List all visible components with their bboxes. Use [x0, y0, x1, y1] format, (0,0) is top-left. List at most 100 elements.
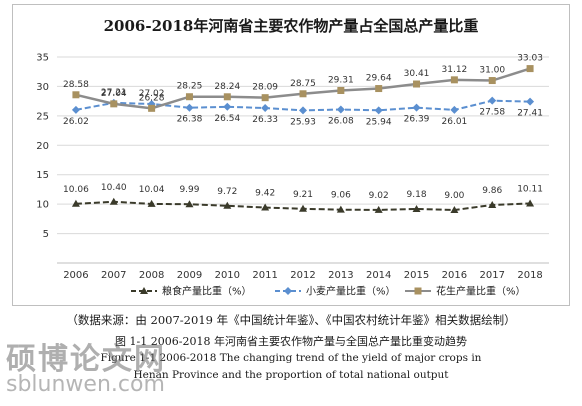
- x-tick-label: 2012: [290, 270, 315, 281]
- data-point-series-3: [299, 90, 307, 98]
- x-tick-label: 2017: [480, 270, 505, 281]
- data-point-series-1: [261, 203, 270, 211]
- data-label-wheat: 27.58: [479, 108, 505, 118]
- data-label-peanut: 31.12: [442, 65, 468, 75]
- data-point-series-3: [375, 85, 383, 93]
- legend-label-1: 粮食产量比重（%）: [162, 285, 252, 298]
- data-point-series-3: [261, 94, 269, 102]
- watermark-url: sblunwen.com: [6, 372, 165, 397]
- data-point-series-1: [109, 197, 118, 205]
- data-label-peanut: 28.75: [290, 79, 316, 89]
- data-label-peanut: 27.04: [101, 89, 127, 99]
- x-tick-label: 2006: [63, 270, 88, 281]
- data-label-wheat: 26.08: [328, 117, 354, 127]
- x-tick-label: 2007: [101, 270, 126, 281]
- data-label-grain: 9.02: [369, 191, 389, 201]
- data-point-series-1: [526, 199, 535, 207]
- data-point-series-2: [450, 105, 459, 114]
- x-tick-label: 2009: [177, 270, 202, 281]
- data-point-series-3: [337, 86, 345, 94]
- data-point-series-1: [299, 204, 307, 212]
- y-tick-label: 30: [36, 82, 49, 93]
- data-label-grain: 10.06: [63, 185, 89, 195]
- x-tick-label: 2011: [252, 270, 277, 281]
- legend-label-2: 小麦产量比重（%）: [306, 285, 396, 298]
- data-label-peanut: 28.25: [177, 82, 203, 92]
- data-label-peanut: 28.09: [252, 83, 278, 93]
- x-tick-label: 2018: [517, 270, 542, 281]
- data-label-grain: 9.72: [217, 187, 237, 197]
- chart-title: 2006-2018年河南省主要农作物产量占全国总产量比重: [104, 17, 479, 35]
- data-label-grain: 9.86: [482, 186, 502, 196]
- data-label-grain: 9.00: [444, 191, 464, 201]
- data-point-series-2: [412, 103, 421, 112]
- data-label-peanut: 29.64: [366, 74, 392, 84]
- data-point-series-2: [488, 96, 497, 105]
- data-point-series-1: [412, 204, 421, 212]
- data-label-grain: 9.21: [293, 190, 313, 200]
- data-label-grain: 9.42: [255, 189, 275, 199]
- y-tick-label: 15: [36, 170, 49, 181]
- data-label-peanut: 29.31: [328, 75, 354, 85]
- legend-marker-3: [414, 287, 422, 295]
- data-label-peanut: 31.00: [479, 66, 505, 76]
- data-source-note: （数据来源：由 2007-2019 年《中国统计年鉴》、《中国农村统计年鉴》相关…: [66, 313, 516, 327]
- data-label-peanut: 28.24: [214, 82, 240, 92]
- data-point-series-1: [336, 205, 345, 213]
- data-label-wheat: 27.21: [101, 88, 127, 98]
- data-label-wheat: 25.94: [366, 117, 392, 127]
- data-point-series-3: [450, 76, 458, 84]
- data-label-wheat: 27.02: [139, 89, 165, 99]
- data-point-series-1: [488, 200, 497, 208]
- data-point-series-1: [147, 199, 156, 207]
- watermark-text: 硕博论文网: [6, 342, 166, 377]
- data-point-series-3: [72, 91, 80, 99]
- y-tick-label: 35: [36, 53, 49, 64]
- x-tick-label: 2008: [139, 270, 164, 281]
- data-point-series-2: [223, 102, 232, 111]
- data-point-series-2: [374, 106, 383, 115]
- data-point-series-3: [185, 93, 193, 101]
- y-tick-label: 10: [36, 200, 49, 211]
- data-label-wheat: 26.39: [404, 115, 430, 125]
- x-tick-label: 2016: [442, 270, 467, 281]
- x-tick-label: 2013: [328, 270, 353, 281]
- figure-caption-english-line-2: Henan Province and the proportion of tot…: [133, 369, 449, 381]
- x-tick-label: 2010: [215, 270, 240, 281]
- data-point-series-1: [185, 200, 194, 208]
- data-label-peanut: 26.28: [139, 93, 165, 103]
- data-label-peanut: 33.03: [517, 54, 543, 64]
- data-label-wheat: 25.93: [290, 117, 316, 127]
- data-point-series-2: [71, 105, 80, 114]
- data-label-wheat: 26.38: [177, 115, 203, 125]
- data-label-grain: 9.06: [331, 191, 351, 201]
- data-point-series-2: [336, 105, 345, 114]
- y-tick-label: 5: [43, 229, 49, 240]
- data-label-wheat: 26.54: [214, 114, 240, 124]
- y-tick-label: 25: [36, 111, 49, 122]
- data-point-series-3: [148, 104, 156, 112]
- figure-caption-english-line-1: Figure 1-1 2006-2018 The changing trend …: [100, 352, 482, 364]
- data-point-series-2: [526, 97, 535, 106]
- chart-container: 2006-2018年河南省主要农作物产量占全国总产量比重 5 10 15 20 25 30 3…: [12, 4, 570, 306]
- data-label-grain: 9.18: [407, 190, 427, 200]
- data-point-series-2: [261, 104, 270, 113]
- x-tick-label: 2015: [404, 270, 429, 281]
- legend-label-3: 花生产量比重（%）: [436, 285, 526, 298]
- data-point-series-1: [71, 199, 80, 207]
- data-point-series-3: [526, 65, 534, 73]
- data-point-series-1: [374, 205, 383, 213]
- data-point-series-2: [185, 103, 194, 112]
- x-tick-label: 2014: [366, 270, 391, 281]
- line-chart: 2006-2018年河南省主要农作物产量占全国总产量比重 5 10 15 20 25 30 3…: [36, 17, 549, 298]
- data-label-grain: 9.99: [179, 185, 199, 195]
- legend-marker-1: [140, 287, 148, 294]
- data-point-series-3: [110, 100, 118, 108]
- data-point-series-3: [223, 93, 231, 101]
- data-point-series-1: [450, 206, 459, 214]
- legend-marker-2: [284, 287, 292, 295]
- y-tick-label: 20: [36, 141, 49, 152]
- data-label-grain: 10.40: [101, 183, 127, 193]
- data-label-peanut: 28.58: [63, 80, 89, 90]
- data-label-wheat: 27.41: [517, 109, 543, 119]
